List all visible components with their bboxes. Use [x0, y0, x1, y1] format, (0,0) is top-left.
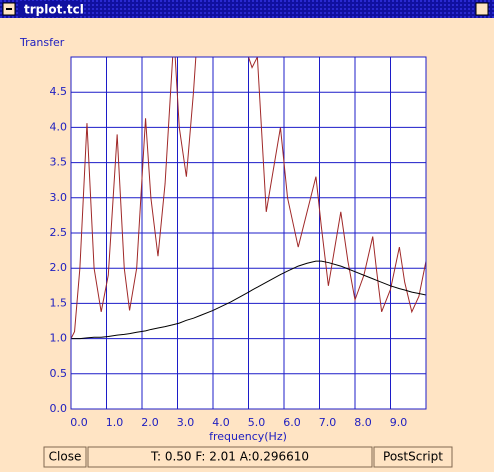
x-tick-label: 2.0 — [141, 416, 159, 429]
close-button[interactable] — [43, 446, 87, 468]
series-line — [71, 57, 426, 339]
x-tick-label: 0.0 — [70, 416, 88, 429]
menu-icon — [6, 8, 12, 10]
x-tick-label: 3.0 — [177, 416, 195, 429]
x-tick-label: 7.0 — [319, 416, 337, 429]
status-field — [87, 446, 373, 468]
y-tick-label: 4.0 — [50, 120, 68, 133]
x-tick-label: 4.0 — [212, 416, 230, 429]
x-tick-label: 9.0 — [390, 416, 408, 429]
plot-frame — [70, 56, 427, 410]
x-axis-label: frequency(Hz) — [209, 430, 287, 443]
y-tick-label: 1.0 — [50, 332, 68, 345]
y-axis-label: Transfer — [19, 36, 65, 49]
y-tick-label: 2.0 — [50, 261, 68, 274]
postscript-button[interactable] — [373, 446, 453, 468]
title-bar — [0, 0, 494, 18]
y-tick-label: 3.5 — [50, 156, 68, 169]
title-bg — [20, 1, 78, 17]
status-text: T: 0.50 F: 2.01 A:0.296610 — [150, 450, 309, 464]
y-tick-label: 1.5 — [50, 296, 68, 309]
series-line — [71, 260, 426, 340]
x-tick-label: 6.0 — [283, 416, 301, 429]
x-tick-label: 1.0 — [106, 416, 124, 429]
close-label: Close — [49, 450, 82, 464]
y-tick-label: 2.5 — [50, 226, 68, 239]
postscript-label: PostScript — [383, 450, 443, 464]
maximize-button[interactable] — [475, 2, 489, 16]
y-tick-label: 3.0 — [50, 191, 68, 204]
x-tick-label: 8.0 — [354, 416, 372, 429]
window-title: trplot.tcl — [24, 3, 84, 17]
x-tick-label: 5.0 — [248, 416, 266, 429]
y-tick-label: 0.0 — [50, 402, 68, 415]
y-tick-label: 4.5 — [50, 85, 68, 98]
y-tick-label: 0.5 — [50, 367, 68, 380]
